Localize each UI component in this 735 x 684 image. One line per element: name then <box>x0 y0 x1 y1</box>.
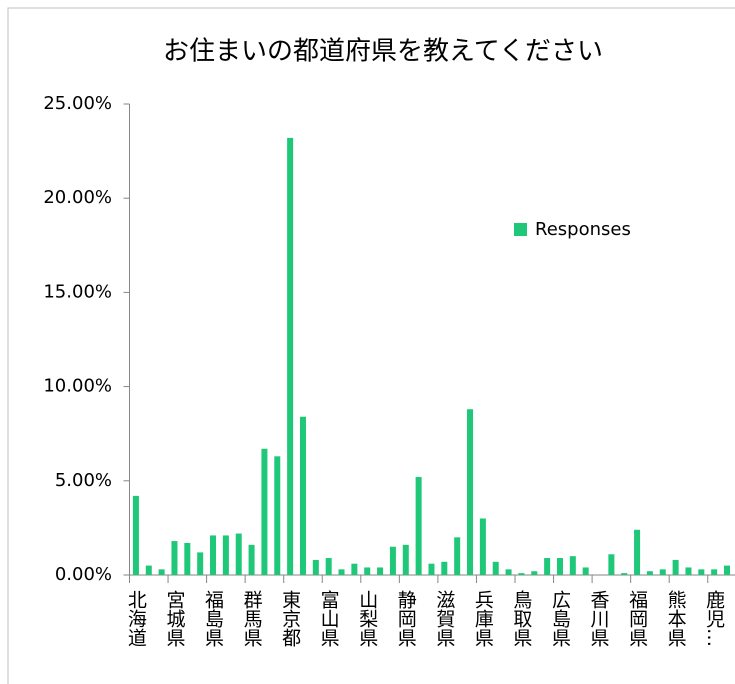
bar <box>145 565 152 575</box>
bar <box>685 567 692 575</box>
x-tick-label: 北海道 <box>125 590 147 647</box>
x-tick-label: 香川県 <box>588 590 610 647</box>
bar <box>351 563 358 575</box>
bar <box>492 561 499 575</box>
x-tick-label: 滋賀県 <box>433 590 455 647</box>
bar <box>672 559 679 575</box>
y-tick-label: 0.00% <box>55 564 112 585</box>
bar <box>454 537 461 575</box>
x-tick-label: 熊本県 <box>665 590 687 647</box>
chart-frame <box>7 7 735 684</box>
bar <box>325 558 332 575</box>
bar <box>299 416 306 575</box>
bar <box>158 569 165 575</box>
bar <box>531 571 538 575</box>
bar <box>274 456 281 575</box>
bar <box>287 137 294 576</box>
y-tick-label: 10.00% <box>43 376 112 397</box>
x-tick-label: 東京都 <box>279 590 301 647</box>
y-tick-label: 15.00% <box>43 281 112 302</box>
legend-swatch <box>514 223 527 236</box>
bar <box>724 565 731 575</box>
bar <box>171 541 178 575</box>
bar <box>222 535 229 575</box>
bar <box>582 567 589 575</box>
bar <box>197 552 204 575</box>
bar <box>338 569 345 575</box>
x-tick-label: 福岡県 <box>626 590 648 647</box>
y-tick-label: 25.00% <box>43 93 112 114</box>
bar <box>248 544 255 575</box>
x-tick-label: 群馬県 <box>241 590 263 647</box>
bar <box>402 544 409 575</box>
bar <box>261 448 268 575</box>
chart-title: お住まいの都道府県を教えてください <box>163 37 603 67</box>
bar <box>608 554 615 575</box>
bar <box>364 567 371 575</box>
bar <box>634 529 641 575</box>
x-tick-label: 鳥取県 <box>510 590 532 647</box>
x-tick-label: 鹿児… <box>703 590 725 647</box>
bar <box>556 558 563 575</box>
x-tick-label: 広島県 <box>549 590 571 647</box>
bar <box>711 569 718 575</box>
x-tick-label: 山梨県 <box>356 590 378 647</box>
bar <box>621 573 628 575</box>
bar <box>210 535 217 575</box>
x-tick-label: 静岡県 <box>395 590 417 647</box>
bar <box>544 558 551 575</box>
bar <box>389 546 396 575</box>
bar <box>312 559 319 575</box>
legend-label: Responses <box>535 219 631 240</box>
bar <box>518 573 525 575</box>
y-tick-label: 20.00% <box>43 187 112 208</box>
bar <box>428 563 435 575</box>
bar <box>569 556 576 575</box>
x-tick-label: 兵庫県 <box>472 590 494 647</box>
bar <box>698 569 705 575</box>
bar <box>505 569 512 575</box>
bar <box>415 477 422 575</box>
x-tick-label: 宮城県 <box>163 590 185 647</box>
bar <box>479 518 486 575</box>
bar <box>235 533 242 575</box>
bar <box>467 409 474 575</box>
bar <box>377 567 384 575</box>
bar <box>659 569 666 575</box>
x-tick-label: 福島県 <box>202 590 224 647</box>
bar <box>184 542 191 575</box>
bar <box>132 495 139 575</box>
x-tick-label: 富山県 <box>318 590 340 647</box>
bar <box>441 561 448 575</box>
bar <box>646 571 653 575</box>
y-tick-label: 5.00% <box>55 470 112 491</box>
